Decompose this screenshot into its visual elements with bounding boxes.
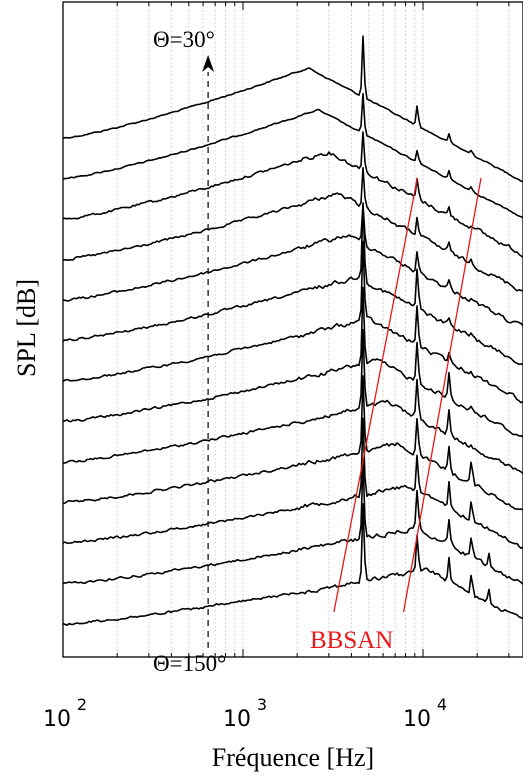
spectrum-curve — [62, 202, 523, 366]
x-tick-label: 10 — [43, 707, 71, 732]
x-tick-label-exponent: 3 — [257, 695, 267, 714]
x-tick-label-exponent: 4 — [437, 695, 447, 714]
bottom-angle-annotation: Θ=150° — [153, 651, 226, 676]
spectrum-curve — [62, 328, 523, 475]
x-tick-label-exponent: 2 — [77, 695, 87, 714]
spectrum-curve — [62, 503, 523, 626]
x-tick-labels: 10 2 10 3 10 4 — [43, 695, 447, 732]
bbsan-line — [402, 177, 482, 613]
spectrum-curve — [62, 286, 523, 438]
minor-grid — [116, 2, 510, 657]
spectrum-curve — [62, 417, 523, 550]
x-ticks — [62, 2, 510, 657]
x-tick-label: 10 — [403, 707, 431, 732]
spectra-curves — [62, 35, 523, 626]
bbsan-line — [333, 177, 418, 613]
spectrum-curve — [62, 460, 523, 585]
spectrum-curve — [62, 92, 523, 219]
top-angle-annotation: Θ=30° — [153, 27, 215, 52]
bbsan-lines — [333, 177, 482, 613]
spectrum-curve — [62, 166, 523, 292]
plot-frame — [62, 1, 523, 658]
angle-direction-arrowhead — [202, 55, 215, 72]
spectrum-curve — [62, 375, 523, 511]
y-axis-title: SPL [dB] — [12, 279, 41, 377]
x-tick-label: 10 — [223, 707, 251, 732]
spectrum-curve — [62, 131, 523, 258]
spectrum-curve — [62, 240, 523, 404]
bbsan-annotation: BBSAN — [310, 627, 393, 654]
spectrum-curve — [62, 204, 523, 327]
spectrum-curve — [62, 35, 523, 183]
x-axis-title: Fréquence [Hz] — [212, 743, 374, 772]
